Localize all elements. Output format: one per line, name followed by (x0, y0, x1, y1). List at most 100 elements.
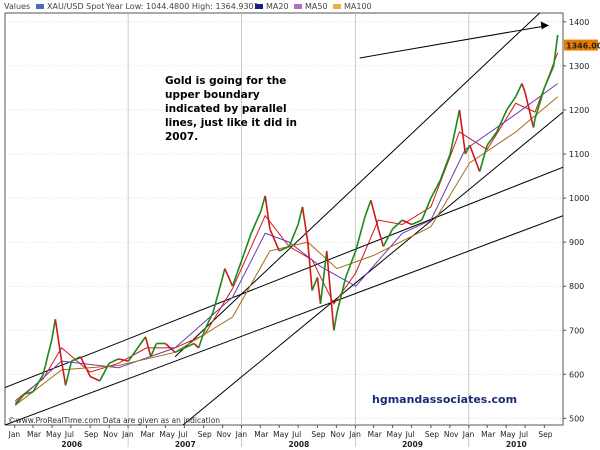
arrow-head (540, 21, 549, 30)
price-segment (336, 277, 347, 313)
price-segment (377, 228, 385, 247)
trendline (5, 215, 563, 425)
price-segment (468, 144, 481, 172)
price-segment (99, 362, 110, 382)
x-month-label: Mar (27, 430, 42, 439)
price-segment (521, 83, 526, 93)
price-segment (333, 312, 338, 331)
price-segment (14, 393, 25, 406)
price-segment (325, 250, 335, 331)
price-segment (108, 358, 119, 365)
y-tick-label: 1200 (569, 106, 589, 115)
y-tick-label: 800 (569, 282, 584, 291)
x-month-label: Jul (405, 430, 415, 439)
annotation-line-5: 2007. (165, 131, 198, 143)
x-year-label: 2006 (61, 440, 82, 449)
plot-frame (4, 12, 564, 426)
price-segment (60, 360, 67, 386)
price-segment (51, 319, 57, 340)
annotation-line-4: lines, just like it did in (165, 117, 297, 129)
annotation-line-3: indicated by parallel (165, 103, 287, 115)
y-tick-label: 500 (569, 414, 584, 423)
price-segment (534, 87, 546, 119)
price-segment (306, 242, 313, 291)
y-tick-label: 1300 (569, 62, 589, 71)
x-month-label: Nov (217, 430, 232, 439)
price-segment (42, 338, 53, 375)
price-segment (203, 312, 214, 331)
price-series (14, 34, 559, 406)
price-segment (64, 360, 73, 386)
x-year-label: 2007 (175, 440, 196, 449)
legend-ma100: MA100 (344, 2, 372, 11)
legend-swatch-ma50 (294, 4, 302, 9)
price-segment (212, 277, 224, 313)
x-month-label: Jul (64, 430, 74, 439)
legend-swatch-ma20 (255, 4, 263, 9)
price-segment (224, 268, 234, 287)
price-segment (71, 355, 81, 362)
price-segment (79, 356, 91, 377)
current-price-marker: 1346.00 (564, 39, 600, 51)
price-segment (532, 118, 536, 128)
price-segment (264, 195, 271, 230)
legend-ma20: MA20 (266, 2, 289, 11)
trendline (5, 166, 563, 389)
x-month-label: Jan (121, 430, 134, 439)
price-segment (449, 109, 461, 155)
watermark: hgmandassociates.com (372, 393, 517, 406)
x-month-label: Jan (235, 430, 248, 439)
legend-swatch-price (36, 4, 44, 9)
price-segment (127, 347, 139, 362)
price-segment (301, 206, 309, 243)
price-segment (164, 342, 176, 353)
x-month-label: May (500, 430, 516, 439)
price-segment (241, 233, 252, 261)
y-axis: 500 600 700 800 900 1000 1100 1200 1300 1400 (563, 18, 589, 423)
price-segment (144, 336, 152, 357)
price-segment (464, 144, 471, 155)
price-segment (150, 343, 158, 358)
price-segment (193, 342, 200, 349)
price-segment (54, 319, 63, 362)
trendlines (5, 13, 563, 425)
x-month-label: Jul (177, 430, 187, 439)
legend-range: Year Low: 1044.4800 High: 1364.9301 (105, 2, 259, 11)
x-month-label: Sep (538, 430, 552, 439)
price-segment (260, 195, 266, 212)
price-segment (354, 215, 367, 252)
price-segment (319, 250, 328, 304)
legend: Values XAU/USD Spot Year Low: 1044.4800 … (4, 2, 372, 11)
x-month-label: May (273, 430, 289, 439)
legend-swatch-ma100 (333, 4, 341, 9)
price-segment (458, 109, 467, 155)
price-segment (401, 219, 412, 226)
price-segment (316, 277, 322, 304)
current-price-box (564, 39, 598, 51)
x-year-label: 2010 (506, 440, 527, 449)
x-month-label: Mar (481, 430, 496, 439)
ma-line-ma20 (14, 52, 559, 402)
price-segment (515, 83, 523, 98)
price-segment (197, 330, 206, 349)
price-segment (421, 197, 432, 221)
price-segment (411, 219, 423, 226)
annotation-line-1: Gold is going for the (165, 75, 286, 87)
y-tick-label: 1100 (569, 150, 589, 159)
trendline (174, 13, 541, 358)
price-segment (486, 131, 498, 146)
x-month-label: Jan (462, 430, 475, 439)
price-segment (478, 144, 488, 172)
price-segment (32, 373, 44, 393)
price-segment (221, 268, 226, 278)
price-segment (496, 109, 508, 133)
price-segment (297, 206, 304, 225)
x-month-label: May (159, 430, 175, 439)
x-month-label: Mar (368, 430, 383, 439)
x-month-label: Jul (518, 430, 528, 439)
price-segment (524, 92, 535, 128)
x-month-label: Jan (348, 430, 361, 439)
price-segment (382, 228, 394, 247)
legend-values-label: Values (4, 2, 30, 11)
x-year-label: 2008 (288, 440, 309, 449)
